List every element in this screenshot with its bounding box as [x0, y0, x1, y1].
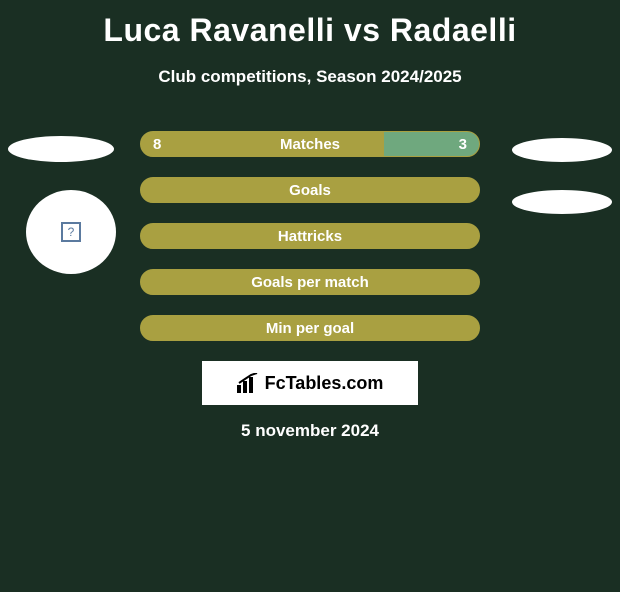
stat-row-hattricks: Hattricks	[140, 223, 480, 249]
stat-label: Goals per match	[141, 270, 479, 294]
page-title: Luca Ravanelli vs Radaelli	[0, 12, 620, 49]
stat-row-min-per-goal: Min per goal	[140, 315, 480, 341]
page-subtitle: Club competitions, Season 2024/2025	[0, 67, 620, 87]
stat-label: Hattricks	[141, 224, 479, 248]
team-b-logo-top	[512, 138, 612, 162]
stat-row-matches: 8 Matches 3	[140, 131, 480, 157]
team-b-logo-mid	[512, 190, 612, 214]
date-label: 5 november 2024	[0, 421, 620, 441]
team-a-logo-circle: ?	[26, 190, 116, 274]
stat-label: Min per goal	[141, 316, 479, 340]
stat-label: Goals	[141, 178, 479, 202]
brand-logo[interactable]: FcTables.com	[202, 361, 418, 405]
brand-text: FcTables.com	[265, 373, 384, 394]
stat-row-goals: Goals	[140, 177, 480, 203]
stats-container: 8 Matches 3 Goals Hattricks Goals per ma…	[140, 131, 480, 341]
team-a-logo-top	[8, 136, 114, 162]
placeholder-icon: ?	[61, 222, 81, 242]
stat-value-right: 3	[459, 132, 467, 156]
stat-row-goals-per-match: Goals per match	[140, 269, 480, 295]
stat-label: Matches	[141, 132, 479, 156]
chart-icon	[237, 373, 259, 393]
